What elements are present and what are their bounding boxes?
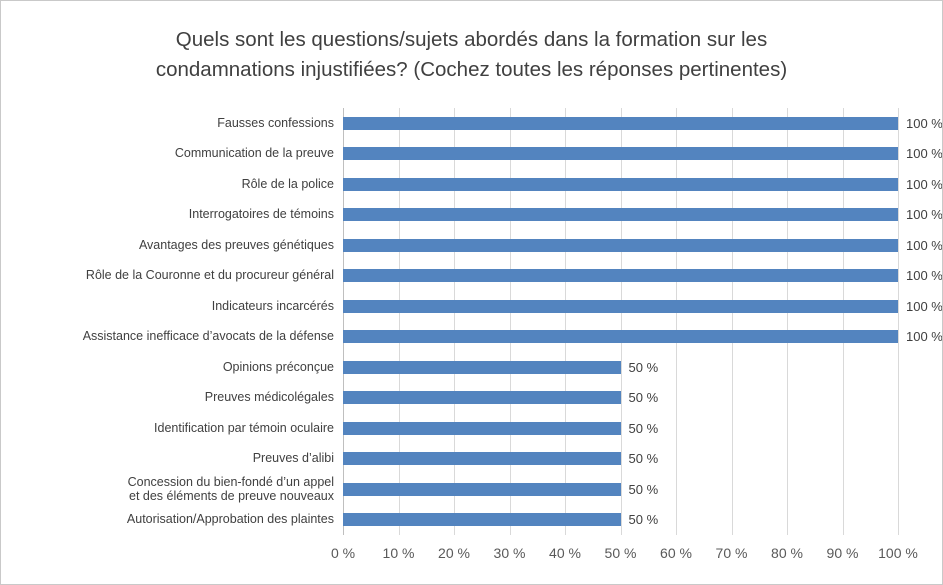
gridline <box>398 108 400 535</box>
value-label: 50 % <box>628 512 659 528</box>
bar <box>343 482 621 496</box>
chart-row: Preuves d’alibi 50 % <box>1 444 942 475</box>
gridline <box>787 108 788 535</box>
bar <box>343 421 621 435</box>
bar-area: 100 % <box>343 230 942 261</box>
value-label: 100 % <box>906 115 943 131</box>
chart-row: Assistance inefficace d’avocats de la dé… <box>1 322 942 353</box>
gridline <box>898 108 899 535</box>
chart-row: Avantages des preuves génétiques 100 % <box>1 230 942 261</box>
gridlines <box>343 108 899 535</box>
chart-row: Communication de la preuve 100 % <box>1 139 942 170</box>
plot-rows: Fausses confessions 100 % Communication de… <box>1 108 942 536</box>
bar <box>343 360 621 374</box>
category-label: Assistance inefficace d’avocats de la dé… <box>82 329 334 344</box>
bar <box>343 299 898 313</box>
bar <box>343 116 898 130</box>
category-label: Autorisation/Approbation des plaintes <box>126 512 334 527</box>
value-label: 50 % <box>628 451 659 467</box>
gridline <box>676 108 677 535</box>
chart-row: Rôle de la police 100 % <box>1 169 942 200</box>
chart-row: Indicateurs incarcérés 100 % <box>1 291 942 322</box>
value-label: 100 % <box>906 268 943 284</box>
bar-area: 50 % <box>343 352 898 383</box>
bar <box>343 177 898 191</box>
value-label: 50 % <box>628 481 659 497</box>
value-label: 100 % <box>906 237 943 253</box>
bar-area: 100 % <box>343 169 942 200</box>
bar-area: 100 % <box>343 200 942 231</box>
gridline <box>565 108 566 535</box>
category-label: Interrogatoires de témoins <box>188 207 334 222</box>
chart-row: Preuves médicolégales 50 % <box>1 383 942 414</box>
x-tick-label: 20 % <box>438 545 470 561</box>
bar-area: 50 % <box>343 444 898 475</box>
category-label: Rôle de la police <box>241 176 334 191</box>
bar-area: 100 % <box>343 108 942 139</box>
value-label: 50 % <box>628 359 659 375</box>
gridline <box>454 108 455 535</box>
bar <box>343 452 621 466</box>
value-label: 100 % <box>906 298 943 314</box>
gridline <box>731 108 733 535</box>
bar <box>343 330 898 344</box>
chart-row: Autorisation/Approbation des plaintes 50 … <box>1 505 942 536</box>
x-tick-label: 70 % <box>715 545 748 561</box>
x-tick-label: 100 % <box>878 545 918 561</box>
category-label: Opinions préconçue <box>222 359 334 374</box>
x-axis: 0 % 10 % 20 % 30 % 40 % 50 % 60 % 70 % 80 % 90 % 1… <box>331 545 918 567</box>
bar <box>343 269 898 283</box>
gridline <box>509 108 511 535</box>
bar-area: 50 % <box>343 505 898 536</box>
bar-area: 100 % <box>343 322 942 353</box>
chart-row: Opinions préconçue 50 % <box>1 352 942 383</box>
chart-row: Fausses confessions 100 % <box>1 108 942 139</box>
x-tick-label: 0 % <box>330 545 356 561</box>
category-label: Concession du bien-fondé d’un appel et d… <box>127 474 334 504</box>
y-axis-line <box>343 108 344 535</box>
value-label: 100 % <box>906 329 943 345</box>
category-label: Rôle de la Couronne et du procureur géné… <box>85 268 334 283</box>
x-tick-label: 80 % <box>771 545 803 561</box>
x-tick-label: 40 % <box>549 545 581 561</box>
bar-area: 100 % <box>343 291 942 322</box>
category-label: Avantages des preuves génétiques <box>138 237 334 252</box>
x-tick-label: 50 % <box>604 545 637 561</box>
x-tick-label: 60 % <box>660 545 692 561</box>
x-tick-label: 30 % <box>493 545 526 561</box>
bar <box>343 238 898 252</box>
x-tick-label: 90 % <box>826 545 859 561</box>
x-tick-label: 10 % <box>382 545 415 561</box>
category-label: Indicateurs incarcérés <box>211 298 334 313</box>
value-label: 100 % <box>906 207 943 223</box>
gridline <box>620 108 622 535</box>
value-label: 50 % <box>628 420 659 436</box>
bar-area: 100 % <box>343 261 942 292</box>
value-label: 50 % <box>628 390 659 406</box>
bar <box>343 147 898 161</box>
chart-title: Quels sont les questions/sujets abordés … <box>155 28 788 81</box>
category-label: Fausses confessions <box>217 115 334 130</box>
bar <box>343 391 621 405</box>
chart-row: Rôle de la Couronne et du procureur géné… <box>1 261 942 292</box>
bar-area: 50 % <box>343 474 898 505</box>
chart-row: Identification par témoin oculaire 50 % <box>1 413 942 444</box>
category-label: Identification par témoin oculaire <box>154 420 334 435</box>
bar-area: 50 % <box>343 413 898 444</box>
value-label: 100 % <box>906 176 943 192</box>
category-label: Preuves d’alibi <box>252 451 334 466</box>
bar <box>343 513 621 527</box>
bar <box>343 208 898 222</box>
bar-area: 100 % <box>343 139 942 170</box>
bar-area: 50 % <box>343 383 898 414</box>
category-label: Communication de la preuve <box>174 146 334 161</box>
chart-row: Concession du bien-fondé d’un appel et d… <box>1 474 942 505</box>
chart-row: Interrogatoires de témoins 100 % <box>1 200 942 231</box>
category-label: Preuves médicolégales <box>204 390 334 405</box>
gridline <box>842 108 844 535</box>
value-label: 100 % <box>906 146 943 162</box>
